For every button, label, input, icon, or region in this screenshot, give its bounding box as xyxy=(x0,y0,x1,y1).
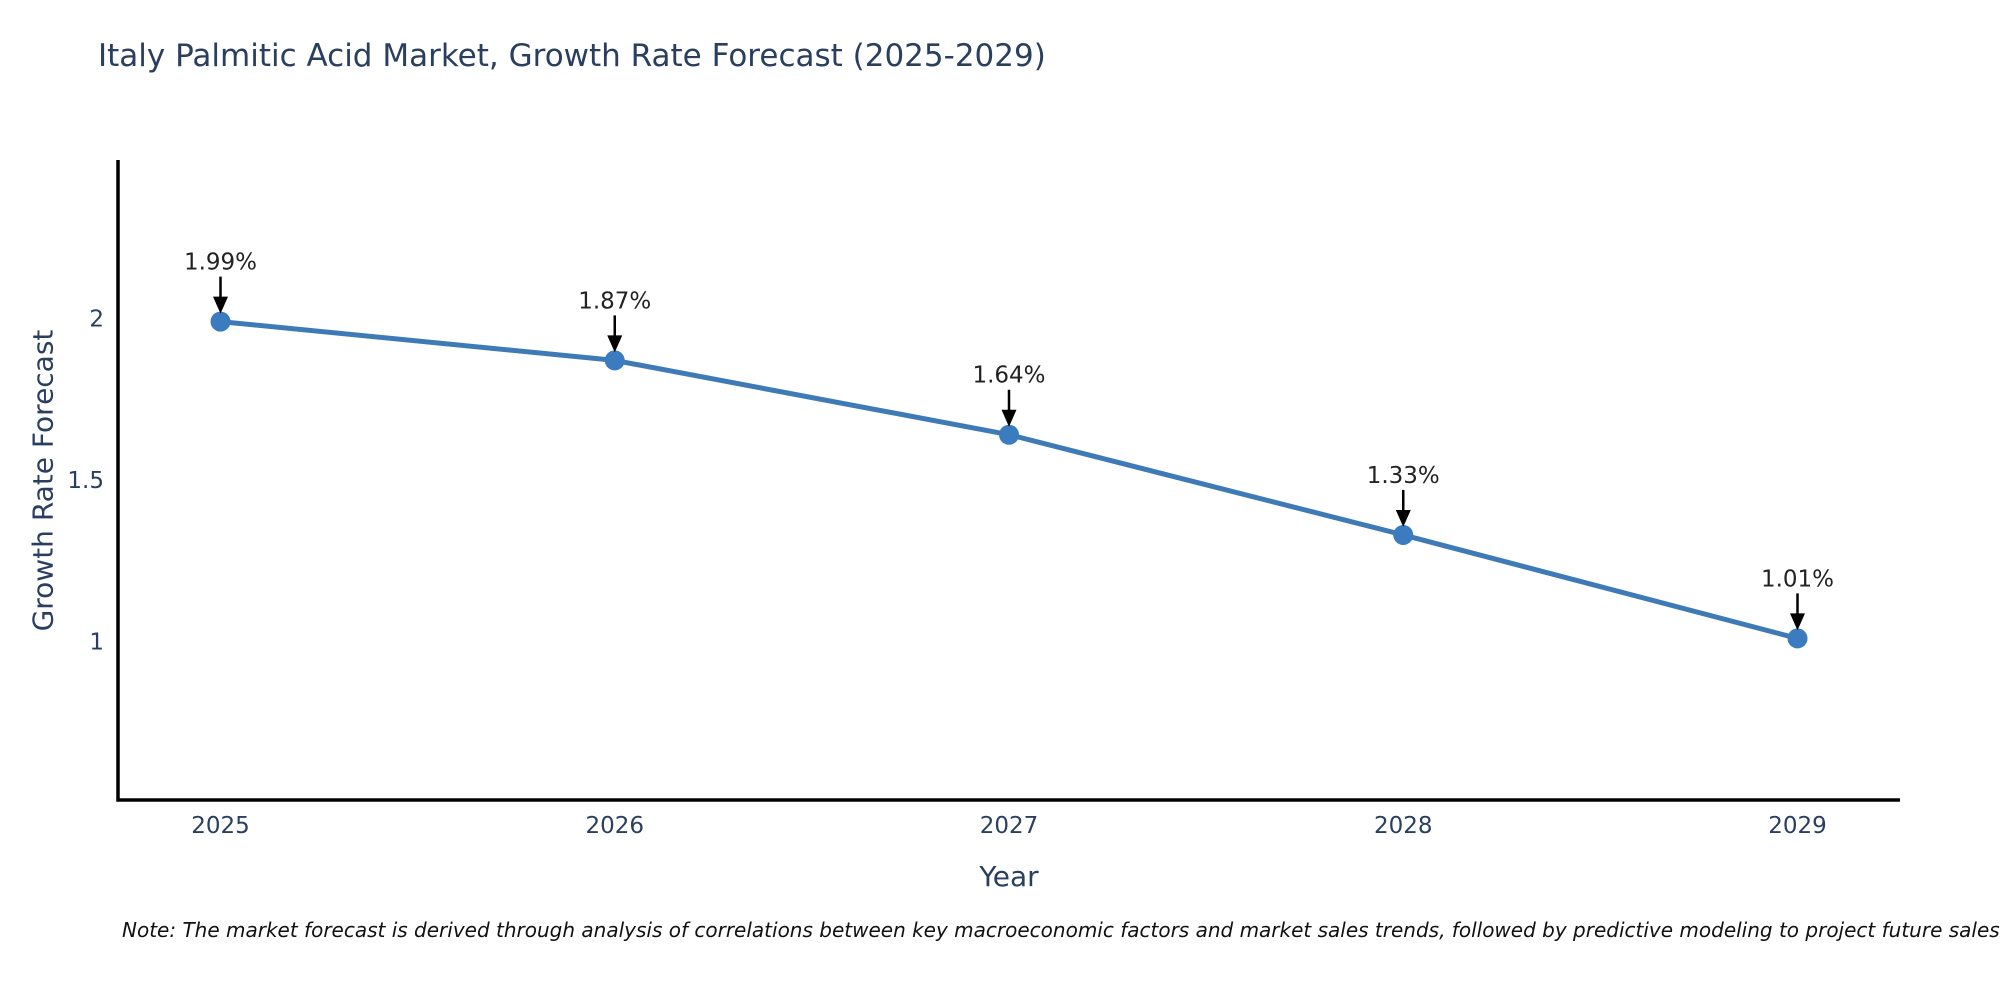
annotation-arrowhead xyxy=(607,335,623,353)
annotation-arrowhead xyxy=(1789,613,1805,631)
footnote: Note: The market forecast is derived thr… xyxy=(122,918,2000,942)
y-tick-label: 1.5 xyxy=(67,468,104,494)
x-tick-label: 2026 xyxy=(585,813,644,839)
annotation-arrowhead xyxy=(1001,409,1017,427)
x-axis-title: Year xyxy=(979,860,1039,893)
point-annotation: 1.64% xyxy=(972,363,1045,389)
point-annotation: 1.87% xyxy=(578,288,651,314)
x-tick-label: 2025 xyxy=(191,813,250,839)
data-point xyxy=(999,424,1019,445)
y-tick-label: 1 xyxy=(89,630,104,656)
point-annotation: 1.33% xyxy=(1367,463,1440,489)
point-annotation: 1.99% xyxy=(184,250,257,276)
point-annotation: 1.01% xyxy=(1761,566,1834,592)
data-point xyxy=(1393,524,1414,545)
x-tick-label: 2028 xyxy=(1374,813,1433,839)
y-tick-label: 2 xyxy=(89,306,104,332)
data-point xyxy=(210,311,231,332)
data-point xyxy=(604,350,625,371)
data-point xyxy=(1787,628,1808,649)
annotation-arrowhead xyxy=(213,296,229,314)
x-tick-label: 2027 xyxy=(980,813,1039,839)
chart-title: Italy Palmitic Acid Market, Growth Rate … xyxy=(98,38,1046,74)
annotation-arrowhead xyxy=(1395,509,1411,527)
x-tick-label: 2029 xyxy=(1768,813,1827,839)
axis-spines xyxy=(116,160,1900,802)
